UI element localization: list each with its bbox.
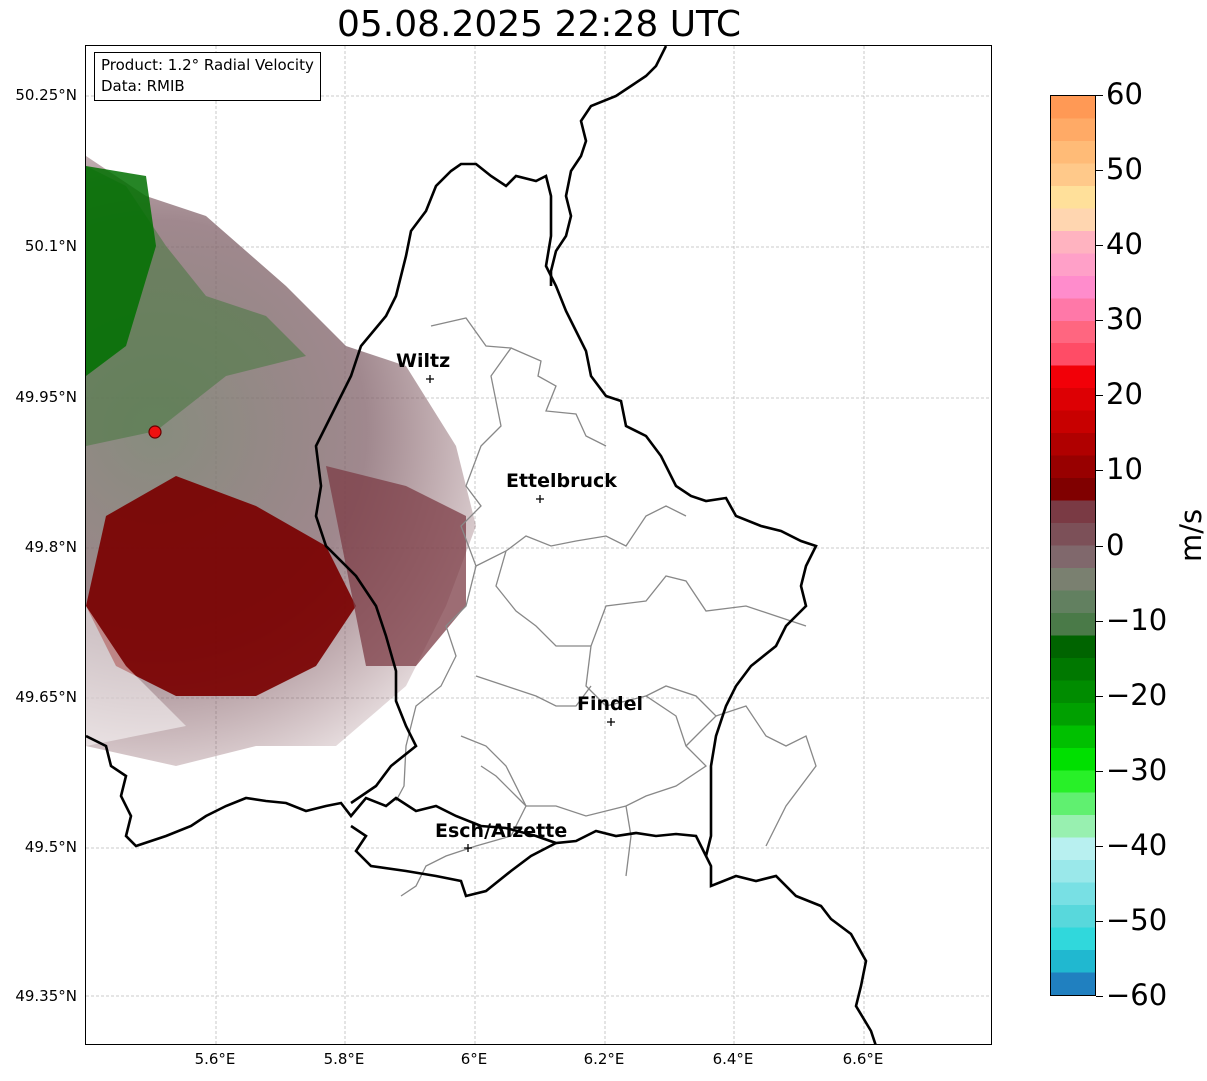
- district-boundaries: [395, 317, 817, 897]
- colorbar-tick-label: −60: [1106, 978, 1168, 1012]
- colorbar-tick-label: 40: [1106, 227, 1143, 262]
- lon-tick: 5.6°E: [194, 1050, 236, 1068]
- colorbar-tick-label: 50: [1106, 152, 1143, 187]
- colorbar-tick-mark: [1096, 996, 1103, 997]
- colorbar-tick-label: 60: [1106, 77, 1143, 111]
- colorbar-tick-label: −20: [1106, 677, 1168, 712]
- colorbar-tick-label: −40: [1106, 827, 1168, 862]
- colorbar-tick-mark: [1096, 695, 1103, 697]
- lon-tick: 5.8°E: [323, 1050, 365, 1068]
- lat-tick: 49.35°N: [15, 987, 77, 1005]
- product-text: Product: 1.2° Radial Velocity: [101, 56, 314, 74]
- city-label-ettelbruck: Ettelbruck: [506, 470, 617, 492]
- colorbar-tick-label: −10: [1106, 602, 1168, 637]
- city-label-findel: Findel: [577, 693, 644, 715]
- city-markers: [426, 375, 615, 852]
- colorbar-tick-label: 30: [1106, 302, 1143, 337]
- lat-tick: 49.95°N: [15, 388, 77, 406]
- lon-tick: 6.6°E: [842, 1050, 884, 1068]
- lat-tick: 49.65°N: [15, 688, 77, 706]
- lon-tick: 6.2°E: [583, 1050, 625, 1068]
- velocity-colorbar: [1050, 95, 1096, 996]
- colorbar-tick-label: 20: [1106, 377, 1143, 412]
- colorbar-tick-mark: [1096, 95, 1103, 96]
- colorbar-tick-mark: [1096, 620, 1103, 622]
- colorbar-tick-label: 0: [1106, 527, 1125, 562]
- lon-tick: 6.4°E: [712, 1050, 754, 1068]
- product-info-box: Product: 1.2° Radial Velocity Data: RMIB: [94, 52, 321, 101]
- radar-site-marker: [148, 425, 162, 439]
- radar-echoes: [86, 156, 476, 766]
- colorbar-tick-label: 10: [1106, 452, 1143, 487]
- lon-tick: 6°E: [460, 1050, 488, 1068]
- colorbar-tick-mark: [1096, 845, 1103, 847]
- map-canvas: [86, 46, 991, 1044]
- radar-map[interactable]: [85, 45, 992, 1045]
- lat-tick: 50.25°N: [15, 86, 77, 104]
- lat-tick: 49.5°N: [24, 838, 77, 856]
- colorbar-tick-mark: [1096, 545, 1103, 547]
- colorbar-tick-label: −50: [1106, 902, 1168, 937]
- colorbar-tick-mark: [1096, 245, 1103, 247]
- city-label-wiltz: Wiltz: [396, 350, 451, 372]
- country-borders: [86, 46, 877, 1044]
- data-source-text: Data: RMIB: [101, 77, 185, 95]
- colorbar-unit-label: m/s: [1174, 508, 1207, 562]
- colorbar-tick-mark: [1096, 920, 1103, 922]
- city-label-esch-alzette: Esch/Alzette: [435, 820, 568, 842]
- colorbar-tick-mark: [1096, 320, 1103, 322]
- map-title: 05.08.2025 22:28 UTC: [336, 4, 742, 45]
- lat-tick: 50.1°N: [24, 237, 77, 255]
- colorbar-tick-mark: [1096, 395, 1103, 397]
- colorbar-tick-mark: [1096, 470, 1103, 472]
- colorbar-tick-mark: [1096, 170, 1103, 172]
- lat-tick: 49.8°N: [24, 538, 77, 556]
- colorbar-tick-label: −30: [1106, 752, 1168, 787]
- colorbar-tick-mark: [1096, 770, 1103, 772]
